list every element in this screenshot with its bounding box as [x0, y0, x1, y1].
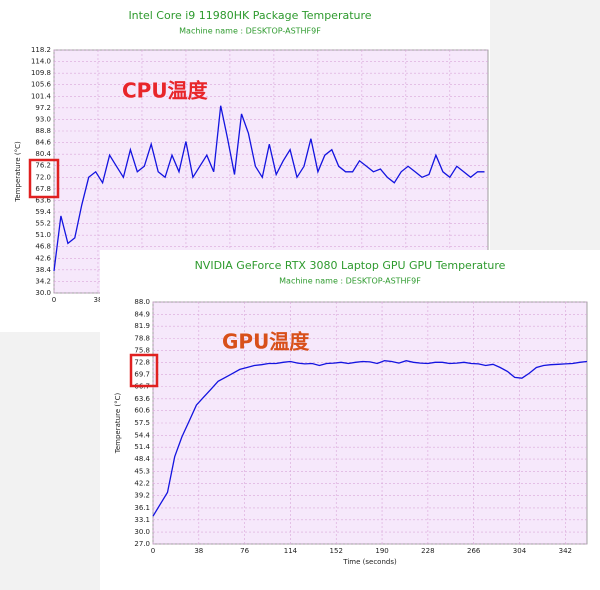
- y-tick-label: 75.8: [134, 346, 150, 354]
- y-axis-label: Temperature (°C): [114, 393, 122, 455]
- y-tick-label: 109.8: [31, 69, 51, 77]
- chart-title: Intel Core i9 11980HK Package Temperatur…: [128, 9, 371, 22]
- chart-panel: 30.0 34.2 38.4 42.6 46.8 51.0 55.2 59.4 63.6 67.8…: [0, 0, 490, 332]
- y-tick-label: 39.2: [134, 492, 150, 500]
- annotation: CPU温度: [122, 79, 209, 103]
- y-tick-label: 63.6: [134, 395, 150, 403]
- x-tick-label: 38: [194, 547, 203, 555]
- y-tick-label: 36.1: [134, 504, 150, 512]
- y-tick-label: 57.5: [134, 419, 150, 427]
- y-tick-label: 54.4: [134, 431, 150, 439]
- temperature-line: [152, 360, 588, 517]
- x-axis-label: Time (seconds): [342, 558, 397, 566]
- y-tick-label: 63.6: [35, 196, 51, 204]
- x-tick-label: 0: [52, 296, 56, 304]
- y-tick-label: 30.0: [35, 289, 51, 297]
- x-tick-label: 190: [375, 547, 388, 555]
- y-tick-label: 51.4: [134, 443, 150, 451]
- y-tick-label: 38.4: [35, 266, 51, 274]
- y-tick-label: 33.1: [134, 516, 150, 524]
- y-tick-label: 34.2: [35, 277, 51, 285]
- y-tick-label: 88.0: [134, 298, 150, 306]
- y-tick-label: 105.6: [31, 81, 52, 89]
- y-axis-label: Temperature (°C): [14, 141, 22, 203]
- x-tick-label: 76: [240, 547, 249, 555]
- y-tick-label: 42.6: [35, 254, 51, 262]
- y-tick-label: 118.2: [31, 46, 51, 54]
- y-tick-label: 114.0: [31, 58, 51, 66]
- y-tick-label: 27.0: [134, 540, 150, 548]
- y-tick-label: 59.4: [35, 208, 51, 216]
- y-tick-label: 30.0: [134, 528, 150, 536]
- y-tick-label: 72.8: [134, 358, 150, 366]
- y-tick-label: 69.7: [134, 371, 150, 379]
- y-tick-label: 80.4: [35, 150, 51, 158]
- y-tick-label: 81.9: [134, 322, 150, 330]
- y-tick-label: 55.2: [35, 220, 51, 228]
- x-tick-label: 266: [467, 547, 481, 555]
- chart-subtitle: Machine name : DESKTOP-ASTHF9F: [279, 277, 421, 286]
- chart-subtitle: Machine name : DESKTOP-ASTHF9F: [179, 27, 321, 36]
- y-tick-label: 97.2: [35, 104, 51, 112]
- y-tick-label: 67.8: [35, 185, 51, 193]
- highlight-box: [28, 158, 60, 199]
- y-tick-label: 48.4: [134, 455, 150, 463]
- y-tick-label: 93.0: [35, 115, 51, 123]
- highlight-box: [129, 353, 159, 388]
- chart-title: NVIDIA GeForce RTX 3080 Laptop GPU GPU T…: [195, 259, 506, 272]
- x-tick-label: 304: [513, 547, 527, 555]
- y-tick-label: 42.2: [134, 480, 150, 488]
- y-tick-label: 60.6: [134, 407, 150, 415]
- temperature-line: [53, 105, 485, 272]
- x-tick-label: 114: [284, 547, 298, 555]
- chart-panel: 27.0 30.0 33.1 36.1 39.2 42.2 45.3 48.4 51.4 54.4…: [100, 250, 600, 590]
- y-tick-label: 72.0: [35, 173, 51, 181]
- y-tick-label: 84.9: [134, 310, 150, 318]
- x-tick-label: 38: [94, 296, 103, 304]
- y-tick-label: 76.2: [35, 162, 51, 170]
- y-tick-label: 88.8: [35, 127, 51, 135]
- y-tick-label: 51.0: [35, 231, 51, 239]
- x-tick-label: 228: [421, 547, 434, 555]
- y-tick-label: 101.4: [31, 92, 52, 100]
- y-tick-label: 46.8: [35, 243, 51, 251]
- y-tick-label: 45.3: [134, 467, 150, 475]
- x-tick-label: 342: [559, 547, 572, 555]
- x-tick-label: 152: [330, 547, 343, 555]
- y-tick-label: 78.8: [134, 334, 150, 342]
- annotation: GPU温度: [222, 330, 310, 354]
- x-tick-label: 0: [151, 547, 155, 555]
- y-tick-label: 84.6: [35, 139, 51, 147]
